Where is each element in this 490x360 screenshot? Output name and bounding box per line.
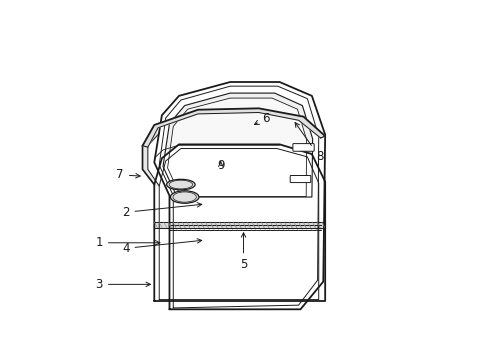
- Text: 6: 6: [254, 112, 270, 125]
- FancyBboxPatch shape: [290, 175, 311, 183]
- Ellipse shape: [167, 179, 195, 190]
- Ellipse shape: [171, 191, 199, 203]
- Polygon shape: [163, 93, 313, 197]
- Text: 9: 9: [217, 159, 224, 172]
- FancyBboxPatch shape: [293, 144, 314, 151]
- Text: 5: 5: [240, 233, 247, 271]
- Text: 1: 1: [96, 236, 160, 249]
- Text: 2: 2: [122, 203, 202, 219]
- Polygon shape: [143, 132, 159, 186]
- Text: 7: 7: [116, 168, 140, 181]
- Polygon shape: [143, 108, 325, 147]
- Text: 4: 4: [122, 239, 202, 255]
- Polygon shape: [168, 98, 307, 197]
- Text: 3: 3: [96, 278, 150, 291]
- Polygon shape: [154, 144, 325, 301]
- Polygon shape: [154, 82, 325, 309]
- Text: 8: 8: [295, 122, 323, 163]
